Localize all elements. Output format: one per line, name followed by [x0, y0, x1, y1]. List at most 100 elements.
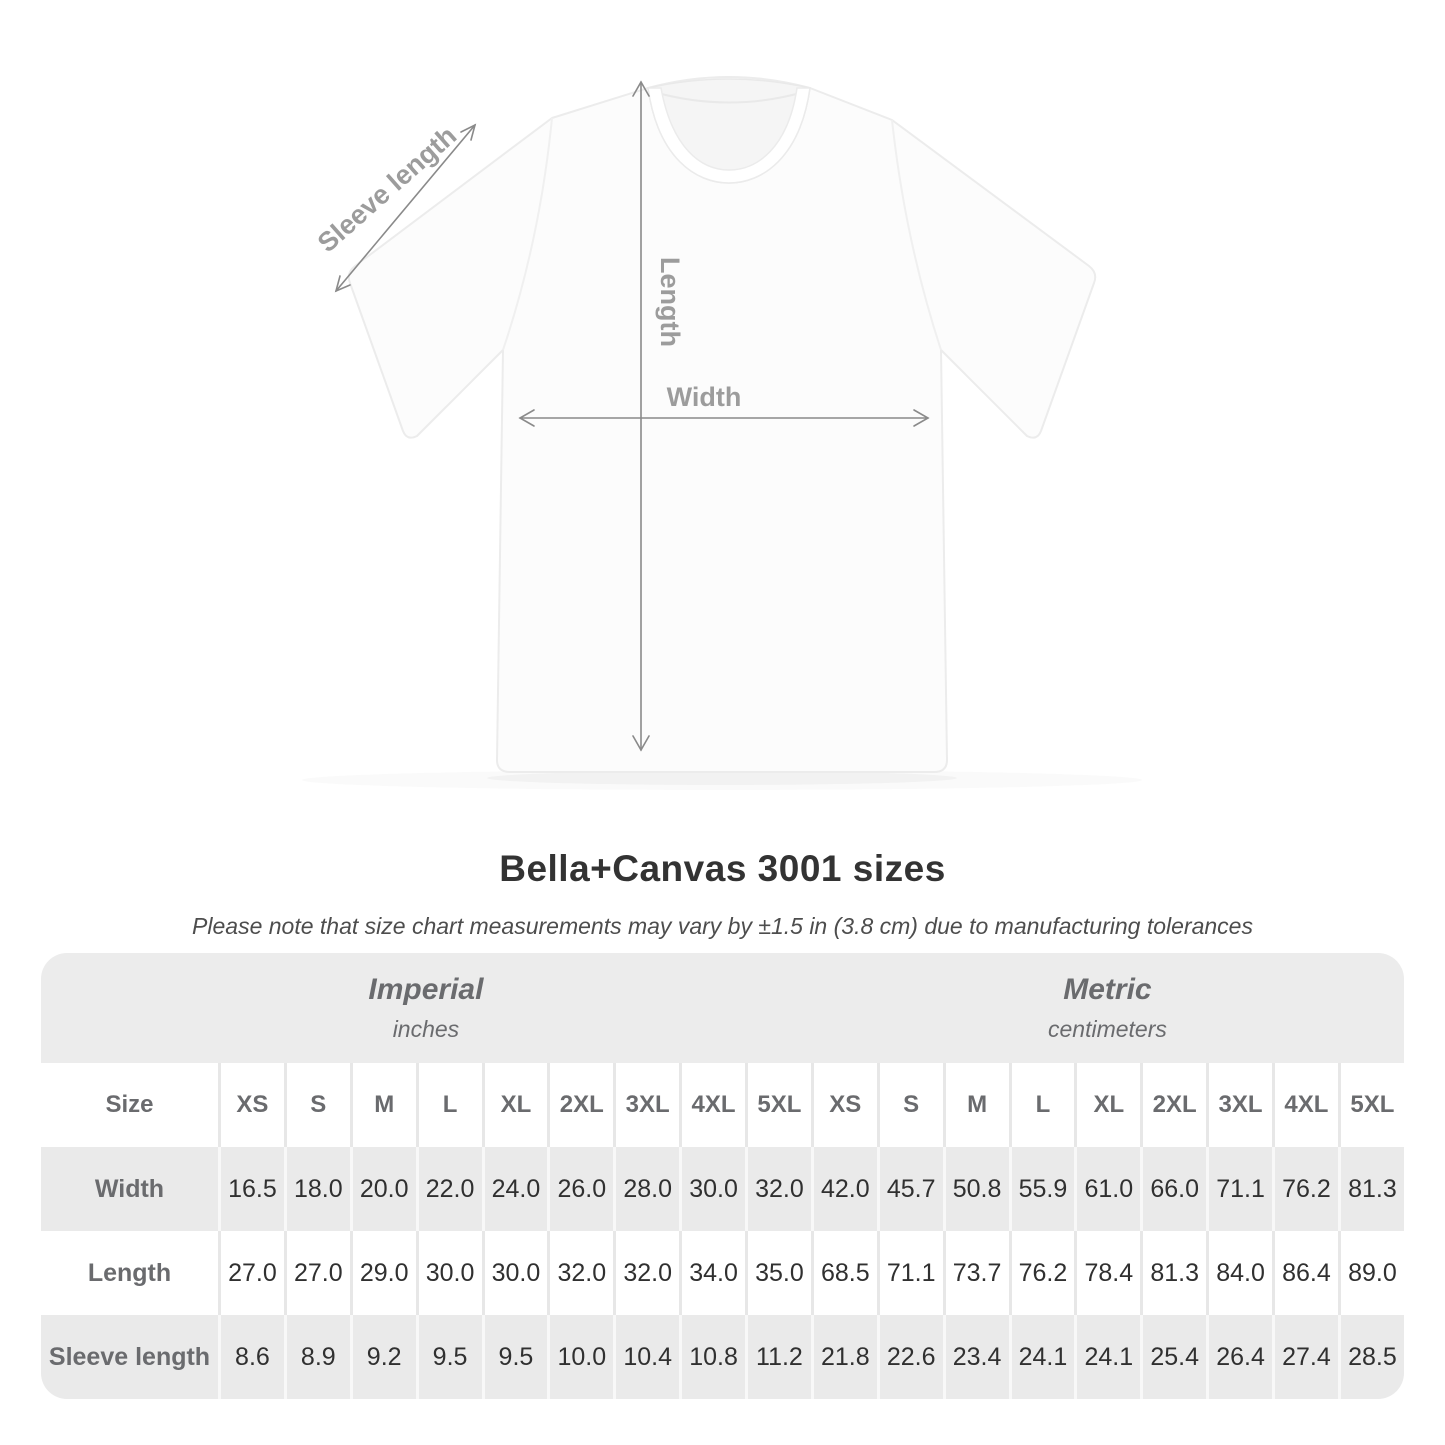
table-row-width: Width 16.5 18.0 20.0 22.0 24.0 26.0 28.0… — [41, 1147, 1404, 1231]
table-cell: 27.0 — [283, 1231, 350, 1315]
table-cell: 24.1 — [1008, 1315, 1075, 1399]
size-col-header: S — [876, 1063, 943, 1147]
size-col-header: 2XL — [1140, 1063, 1207, 1147]
size-col-header: 2XL — [547, 1063, 614, 1147]
width-label: Width — [667, 382, 742, 412]
table-cell: 8.6 — [218, 1315, 284, 1399]
metric-unit-label: centimeters — [1048, 1016, 1167, 1042]
size-table: Imperial inches Metric centimeters Size … — [41, 953, 1404, 1399]
collar-band — [647, 87, 811, 184]
table-cell: 45.7 — [876, 1147, 943, 1231]
size-col-header: 5XL — [1337, 1063, 1404, 1147]
table-cell: 9.5 — [481, 1315, 548, 1399]
imperial-label: Imperial — [368, 973, 484, 1006]
row-label: Sleeve length — [41, 1315, 218, 1399]
size-col-header: 4XL — [679, 1063, 745, 1147]
table-cell: 32.0 — [547, 1231, 614, 1315]
table-cell: 21.8 — [810, 1315, 877, 1399]
table-cell: 22.6 — [876, 1315, 943, 1399]
table-cell: 27.4 — [1272, 1315, 1338, 1399]
table-cell: 24.1 — [1074, 1315, 1141, 1399]
table-cell: 78.4 — [1074, 1231, 1141, 1315]
tolerance-note: Please note that size chart measurements… — [192, 913, 1253, 939]
table-cell: 26.4 — [1206, 1315, 1272, 1399]
table-cell: 71.1 — [876, 1231, 943, 1315]
table-cell: 16.5 — [218, 1147, 284, 1231]
table-cell: 29.0 — [349, 1231, 416, 1315]
shirt-shadow-inner — [487, 771, 957, 785]
table-cell: 27.0 — [218, 1231, 284, 1315]
table-cell: 84.0 — [1206, 1231, 1272, 1315]
table-cell: 61.0 — [1074, 1147, 1141, 1231]
width-arrow — [518, 409, 930, 427]
size-col-header: 3XL — [1206, 1063, 1272, 1147]
table-cell: 50.8 — [942, 1147, 1009, 1231]
size-col-header: XS — [218, 1063, 284, 1147]
table-cell: 81.3 — [1337, 1147, 1404, 1231]
table-cell: 35.0 — [745, 1231, 811, 1315]
back-collar-line — [653, 91, 805, 104]
table-cell: 11.2 — [745, 1315, 811, 1399]
length-label: Length — [655, 257, 685, 347]
table-cell: 68.5 — [810, 1231, 877, 1315]
table-cell: 55.9 — [1008, 1147, 1075, 1231]
table-cell: 9.2 — [349, 1315, 416, 1399]
size-col-header: L — [1008, 1063, 1075, 1147]
table-cell: 66.0 — [1140, 1147, 1207, 1231]
table-cell: 71.1 — [1206, 1147, 1272, 1231]
table-cell: 22.0 — [415, 1147, 482, 1231]
imperial-unit-label: inches — [392, 1016, 460, 1042]
size-col-header: S — [283, 1063, 350, 1147]
table-row-unit-groups: Imperial inches Metric centimeters — [41, 953, 1404, 1063]
metric-label: Metric — [1063, 973, 1152, 1006]
size-col-header: L — [415, 1063, 482, 1147]
table-cell: 20.0 — [349, 1147, 416, 1231]
table-cell: 32.0 — [745, 1147, 811, 1231]
table-cell: 34.0 — [679, 1231, 745, 1315]
table-row-sleeve-length: Sleeve length 8.6 8.9 9.2 9.5 9.5 10.0 1… — [41, 1315, 1404, 1399]
size-col-header: 5XL — [745, 1063, 811, 1147]
size-col-header: M — [942, 1063, 1009, 1147]
table-cell: 86.4 — [1272, 1231, 1338, 1315]
table-cell: 26.0 — [547, 1147, 614, 1231]
left-armhole-seam — [502, 117, 553, 351]
table-cell: 30.0 — [679, 1147, 745, 1231]
table-cell: 30.0 — [415, 1231, 482, 1315]
table-cell: 28.0 — [613, 1147, 680, 1231]
table-cell: 8.9 — [283, 1315, 350, 1399]
table-cell: 24.0 — [481, 1147, 548, 1231]
table-cell: 81.3 — [1140, 1231, 1207, 1315]
size-col-header: M — [349, 1063, 416, 1147]
right-armhole-seam — [891, 119, 942, 351]
page-title: Bella+Canvas 3001 sizes — [499, 848, 946, 889]
table-cell: 30.0 — [481, 1231, 548, 1315]
table-cell: 42.0 — [810, 1147, 877, 1231]
row-label: Width — [41, 1147, 218, 1231]
size-col-header: XL — [481, 1063, 548, 1147]
size-corner-header: Size — [41, 1063, 218, 1147]
tshirt-measurement-diagram: Sleeve length Length Width — [312, 76, 1097, 785]
table-cell: 10.8 — [679, 1315, 745, 1399]
size-col-header: 4XL — [1272, 1063, 1338, 1147]
table-cell: 9.5 — [415, 1315, 482, 1399]
table-cell: 76.2 — [1008, 1231, 1075, 1315]
table-cell: 32.0 — [613, 1231, 680, 1315]
table-row-sizes: Size XS S M L XL 2XL 3XL 4XL 5XL XS S M … — [41, 1063, 1404, 1147]
table-cell: 23.4 — [942, 1315, 1009, 1399]
table-cell: 10.4 — [613, 1315, 680, 1399]
table-cell: 73.7 — [942, 1231, 1009, 1315]
table-cell: 25.4 — [1140, 1315, 1207, 1399]
metric-group-header: Metric centimeters — [810, 953, 1404, 1063]
size-col-header: 3XL — [613, 1063, 680, 1147]
table-cell: 76.2 — [1272, 1147, 1338, 1231]
length-arrow — [632, 80, 650, 752]
table-cell: 89.0 — [1337, 1231, 1404, 1315]
table-cell: 28.5 — [1337, 1315, 1404, 1399]
table-cell: 10.0 — [547, 1315, 614, 1399]
table-row-length: Length 27.0 27.0 29.0 30.0 30.0 32.0 32.… — [41, 1231, 1404, 1315]
row-label: Length — [41, 1231, 218, 1315]
size-col-header: XS — [810, 1063, 877, 1147]
size-col-header: XL — [1074, 1063, 1141, 1147]
table-cell: 18.0 — [283, 1147, 350, 1231]
